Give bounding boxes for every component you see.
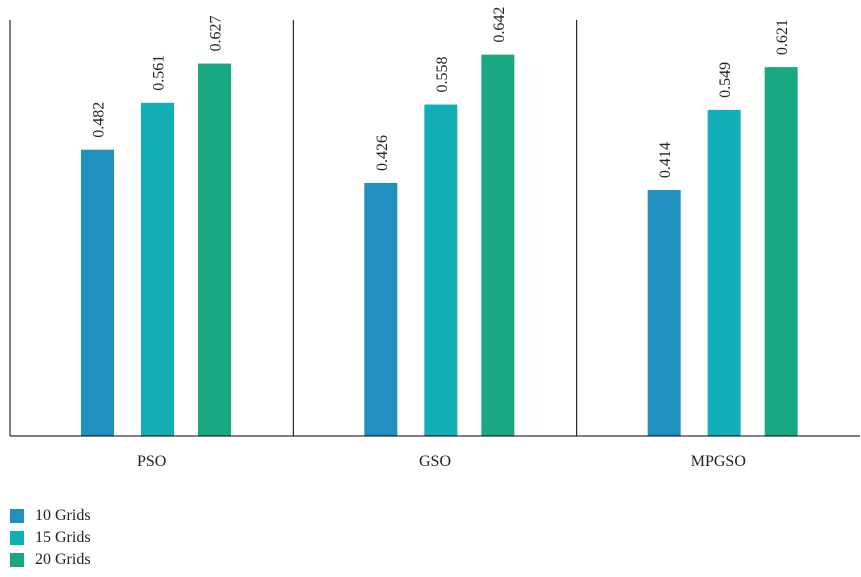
- bar: [364, 182, 398, 436]
- legend: 10 Grids 15 Grids 20 Grids: [10, 505, 91, 571]
- x-tick-label: PSO: [137, 453, 166, 470]
- legend-item: 15 Grids: [10, 527, 91, 549]
- bars: [81, 54, 798, 437]
- bar: [81, 149, 114, 436]
- data-label: 0.621: [774, 19, 791, 55]
- legend-swatch: [10, 553, 24, 567]
- x-tick-label: GSO: [419, 453, 451, 470]
- data-label: 0.561: [151, 55, 168, 91]
- data-label: 0.549: [717, 62, 734, 98]
- bar: [424, 104, 458, 436]
- bar-chart: 0.482 0.561 0.627 0.426 0.558 0.642 0.414 0.549…: [9, 7, 860, 470]
- data-labels: 0.482 0.561 0.627 0.426 0.558 0.642 0.414 0.549…: [91, 7, 792, 178]
- data-label: 0.642: [491, 7, 508, 43]
- bar: [481, 54, 515, 436]
- legend-label: 15 Grids: [35, 529, 91, 546]
- data-label: 0.426: [374, 135, 391, 171]
- legend-swatch: [10, 509, 24, 523]
- legend-label: 10 Grids: [35, 507, 91, 524]
- data-label: 0.627: [208, 16, 225, 52]
- x-tick-labels: PSO GSO MPGSO: [137, 453, 746, 470]
- legend-item: 10 Grids: [10, 505, 91, 527]
- legend-swatch: [10, 531, 24, 545]
- x-tick-label: MPGSO: [691, 453, 746, 470]
- group-separators: [9, 20, 578, 436]
- bar: [141, 102, 174, 437]
- bar: [707, 109, 741, 437]
- data-label: 0.558: [434, 57, 451, 93]
- data-label: 0.482: [91, 102, 108, 138]
- legend-label: 20 Grids: [35, 551, 91, 568]
- data-label: 0.414: [657, 142, 674, 178]
- bar: [647, 190, 681, 436]
- legend-item: 20 Grids: [10, 549, 91, 571]
- bar: [198, 63, 231, 436]
- bar: [764, 67, 798, 436]
